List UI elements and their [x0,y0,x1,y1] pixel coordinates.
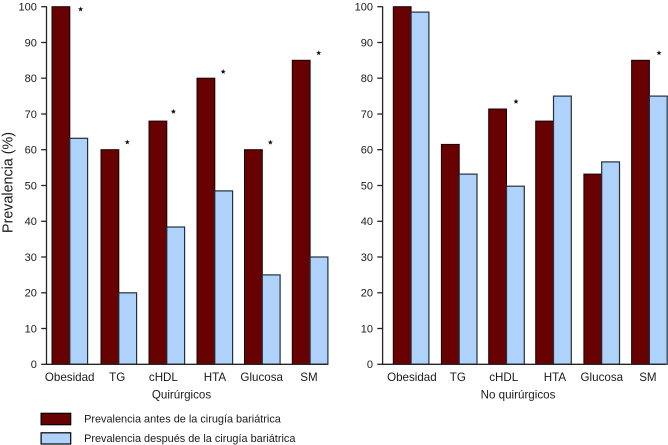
svg-text:50: 50 [361,180,373,192]
svg-text:TG: TG [450,371,466,384]
svg-text:80: 80 [25,73,37,85]
svg-text:10: 10 [361,323,373,335]
svg-text:10: 10 [25,323,37,335]
svg-text:70: 70 [361,109,373,121]
svg-text:40: 40 [361,216,373,228]
svg-text:SM: SM [639,371,656,384]
svg-text:Obesidad: Obesidad [387,371,437,384]
svg-text:50: 50 [25,180,37,192]
svg-text:SM: SM [300,371,317,384]
svg-text:Prevalencia después de la ciru: Prevalencia después de la cirugía bariát… [84,433,296,445]
svg-text:HTA: HTA [204,371,227,384]
svg-text:90: 90 [25,37,37,49]
svg-text:Prevalencia antes de la cirugí: Prevalencia antes de la cirugía bariátri… [84,413,282,425]
svg-text:30: 30 [25,252,37,264]
svg-text:70: 70 [25,109,37,121]
svg-text:100: 100 [355,2,373,14]
svg-text:cHDL: cHDL [149,371,179,384]
svg-text:0: 0 [367,359,373,371]
svg-text:0: 0 [31,359,37,371]
svg-text:Prevalencia (%): Prevalencia (%) [0,132,16,233]
svg-text:100: 100 [19,2,37,14]
svg-text:30: 30 [361,252,373,264]
svg-text:80: 80 [361,73,373,85]
svg-text:90: 90 [361,37,373,49]
svg-text:TG: TG [109,371,125,384]
svg-text:60: 60 [25,145,37,157]
svg-text:Glucosa: Glucosa [581,371,624,384]
svg-text:Quirúrgicos: Quirúrgicos [152,388,211,401]
svg-text:No quirúrgicos: No quirúrgicos [481,388,556,401]
svg-text:20: 20 [25,288,37,300]
svg-text:Glucosa: Glucosa [240,371,283,384]
svg-text:20: 20 [361,288,373,300]
svg-text:60: 60 [361,145,373,157]
svg-text:Obesidad: Obesidad [45,371,95,384]
svg-text:cHDL: cHDL [489,371,519,384]
svg-text:HTA: HTA [544,371,567,384]
svg-text:40: 40 [25,216,37,228]
